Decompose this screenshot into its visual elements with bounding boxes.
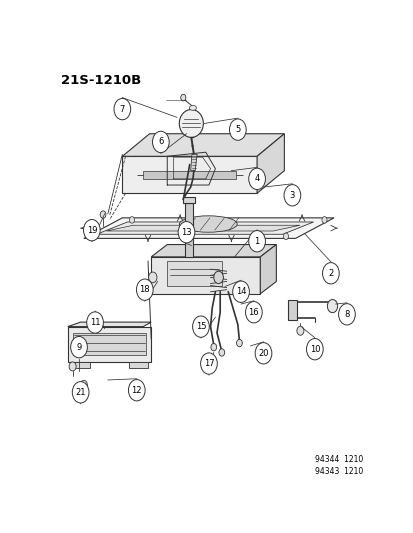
Ellipse shape	[179, 216, 237, 232]
Circle shape	[80, 381, 87, 390]
Text: 18: 18	[139, 285, 150, 294]
Polygon shape	[287, 300, 297, 320]
Text: 21S-1210B: 21S-1210B	[61, 74, 141, 87]
Text: 7: 7	[119, 104, 125, 114]
Polygon shape	[185, 204, 192, 257]
Text: 4: 4	[254, 174, 259, 183]
Circle shape	[180, 94, 185, 101]
Polygon shape	[122, 134, 284, 156]
Text: 12: 12	[131, 386, 142, 395]
Text: 94343  1210: 94343 1210	[314, 467, 362, 476]
Polygon shape	[96, 222, 313, 235]
Text: 17: 17	[203, 359, 214, 368]
Text: 3: 3	[289, 191, 294, 200]
Polygon shape	[72, 333, 146, 356]
Circle shape	[71, 336, 87, 358]
Text: 15: 15	[195, 322, 206, 331]
Circle shape	[229, 119, 246, 140]
Circle shape	[245, 302, 261, 323]
Circle shape	[218, 349, 224, 356]
Text: 13: 13	[181, 228, 191, 237]
Polygon shape	[260, 245, 276, 294]
Circle shape	[327, 300, 337, 313]
Text: 14: 14	[235, 287, 246, 296]
Circle shape	[69, 362, 76, 371]
Polygon shape	[143, 171, 236, 179]
Circle shape	[83, 220, 100, 241]
Text: 21: 21	[75, 388, 85, 397]
Circle shape	[248, 168, 265, 190]
Polygon shape	[151, 245, 276, 257]
Circle shape	[100, 211, 106, 219]
Text: 19: 19	[86, 225, 97, 235]
Circle shape	[136, 279, 153, 301]
Text: 6: 6	[158, 138, 163, 147]
Polygon shape	[190, 154, 197, 171]
Polygon shape	[183, 197, 194, 204]
Polygon shape	[151, 257, 260, 294]
Text: 94344  1210: 94344 1210	[314, 455, 362, 464]
Circle shape	[236, 340, 242, 347]
Polygon shape	[106, 225, 299, 231]
Polygon shape	[71, 361, 90, 368]
Circle shape	[232, 281, 249, 302]
Circle shape	[129, 216, 134, 223]
Circle shape	[91, 233, 96, 240]
Text: 11: 11	[90, 318, 100, 327]
Circle shape	[296, 326, 303, 335]
Ellipse shape	[189, 106, 196, 110]
Circle shape	[306, 338, 323, 360]
Circle shape	[283, 233, 288, 240]
Text: 2: 2	[328, 269, 333, 278]
Polygon shape	[68, 327, 151, 361]
Polygon shape	[122, 156, 256, 193]
Circle shape	[283, 184, 300, 206]
Text: 16: 16	[248, 308, 259, 317]
Polygon shape	[68, 322, 151, 327]
Polygon shape	[83, 218, 333, 238]
Circle shape	[152, 131, 169, 152]
Circle shape	[210, 343, 216, 351]
Circle shape	[322, 263, 338, 284]
Circle shape	[213, 271, 223, 284]
Text: 8: 8	[344, 310, 349, 319]
Polygon shape	[128, 361, 148, 368]
Polygon shape	[288, 302, 295, 318]
Circle shape	[321, 216, 326, 223]
Circle shape	[72, 382, 89, 403]
Ellipse shape	[179, 109, 203, 138]
Circle shape	[254, 343, 271, 364]
Circle shape	[114, 99, 131, 120]
Circle shape	[338, 304, 354, 325]
Circle shape	[86, 312, 103, 333]
Circle shape	[192, 316, 209, 337]
Text: 20: 20	[258, 349, 268, 358]
Circle shape	[248, 231, 265, 252]
Text: 9: 9	[76, 343, 81, 352]
Text: 5: 5	[235, 125, 240, 134]
Circle shape	[200, 353, 217, 374]
Circle shape	[128, 379, 145, 401]
Polygon shape	[256, 134, 284, 193]
Text: 10: 10	[309, 345, 319, 354]
Circle shape	[148, 272, 157, 282]
Polygon shape	[167, 261, 221, 286]
Circle shape	[178, 222, 195, 243]
Text: 1: 1	[254, 237, 259, 246]
